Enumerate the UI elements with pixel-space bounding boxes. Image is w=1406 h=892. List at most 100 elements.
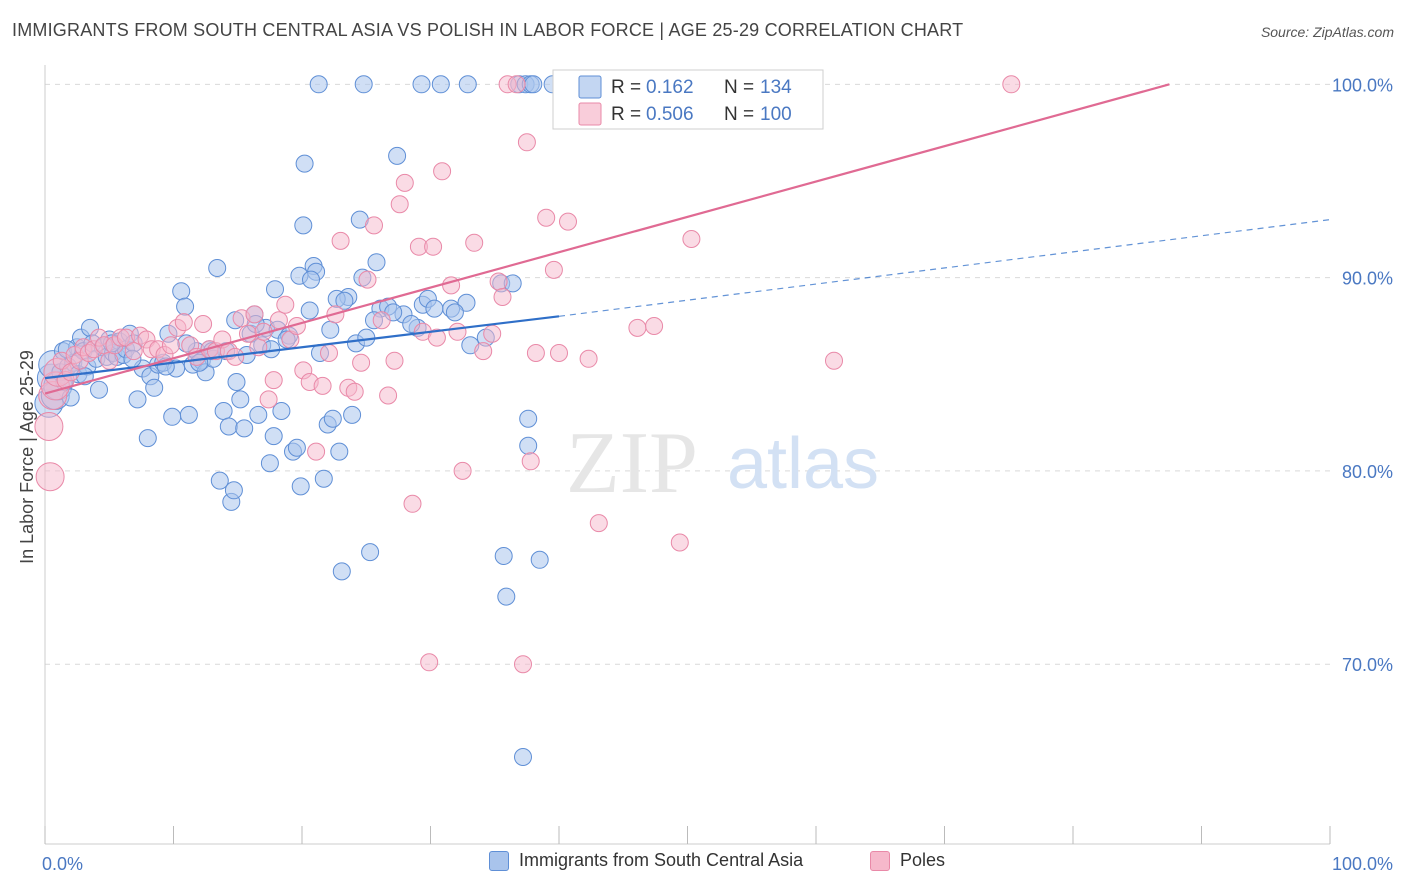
legend-swatch-pink [870,850,890,871]
point-immigrants [287,438,306,457]
point-immigrants [300,301,319,320]
point-poles [269,311,288,330]
chart-source: Source: ZipAtlas.com [1260,24,1394,40]
point-poles [379,386,398,405]
stats-r-label: R = [611,104,641,125]
point-poles [589,514,608,533]
trend-line-poles [44,83,1170,395]
watermark-atlas: atlas [727,424,879,504]
stats-n-value: 100 [760,104,792,125]
point-poles [395,173,414,192]
legend-label-poles: Poles [900,850,946,870]
y-axis-label: In Labor Force | Age 25-29 [17,350,37,564]
legend-item-immigrants[interactable]: Immigrants from South Central Asia [489,850,803,871]
point-immigrants [227,373,246,391]
stats-r-value: 0.162 [646,77,694,98]
stats-swatch-blue [578,75,602,99]
point-immigrants [272,402,291,420]
point-immigrants [412,75,431,94]
legend-swatch-blue [489,850,509,871]
point-poles [345,382,364,401]
point-immigrants [214,402,233,420]
point-immigrants [264,427,283,446]
y-tick-labels: 70.0% 80.0% 90.0% 100.0% [1332,75,1393,675]
point-immigrants [235,419,254,438]
point-immigrants [291,477,310,496]
point-immigrants [294,216,313,235]
stats-r-value: 0.506 [646,104,694,125]
point-poles [124,342,143,361]
chart-title: IMMIGRANTS FROM SOUTH CENTRAL ASIA VS PO… [12,20,964,40]
point-immigrants [266,280,284,299]
point-poles [526,344,545,362]
point-poles [453,461,472,480]
point-immigrants [335,291,354,310]
point-immigrants [210,471,229,490]
gridlines [45,83,1330,665]
point-poles [276,295,295,314]
point-immigrants [219,417,238,436]
point-poles [35,462,65,492]
legend-item-poles[interactable]: Poles [870,850,945,871]
point-immigrants [431,75,450,94]
point-immigrants [128,390,147,409]
point-immigrants [388,146,407,165]
point-immigrants [354,75,373,94]
stats-n-label: N = [724,104,754,125]
point-poles [521,452,540,471]
point-immigrants [519,409,538,428]
bottom-legend: Immigrants from South Central Asia Poles [0,850,1406,878]
point-immigrants [302,270,320,289]
point-immigrants [367,253,386,272]
point-immigrants [321,320,340,339]
stats-legend: R = 0.162 N = 134 R = 0.506 N = 100 [552,69,824,130]
point-poles [670,533,689,552]
y-tick-label: 80.0% [1342,462,1393,482]
point-immigrants [249,405,268,424]
point-poles [579,349,598,368]
point-immigrants [224,481,243,500]
point-immigrants [260,454,279,473]
point-poles [365,216,383,235]
point-poles [483,324,502,343]
point-poles [245,305,264,324]
point-poles [550,344,568,362]
point-poles [489,272,508,291]
point-immigrants [330,442,349,461]
point-poles [448,322,467,341]
point-poles [825,351,843,370]
point-poles [385,351,404,370]
point-immigrants [457,293,476,312]
point-immigrants [163,407,182,426]
y-tick-label: 70.0% [1342,655,1393,675]
point-immigrants [145,378,164,397]
trend-line-immigrants-extension [558,219,1331,317]
point-poles [517,133,536,152]
point-poles [100,351,119,370]
point-immigrants [445,303,464,322]
point-poles [474,342,493,361]
point-immigrants [295,154,314,173]
point-poles [544,260,563,279]
point-immigrants [309,75,328,94]
point-immigrants [524,75,543,94]
point-poles [433,162,452,181]
y-tick-label: 100.0% [1332,75,1393,95]
y-tick-label: 90.0% [1342,269,1393,289]
axes [44,65,1331,845]
point-poles [403,494,422,513]
point-immigrants [425,299,444,318]
point-poles [682,230,701,248]
point-poles [320,344,338,362]
point-poles [1002,75,1021,94]
point-poles [372,311,391,330]
point-immigrants [231,390,250,409]
point-poles [537,208,556,227]
point-poles [259,390,278,409]
stats-r-label: R = [611,77,641,98]
x-tick-label-max: 100.0% [1332,854,1393,874]
point-immigrants [332,562,351,581]
point-immigrants [519,436,538,455]
stats-n-label: N = [724,77,754,98]
